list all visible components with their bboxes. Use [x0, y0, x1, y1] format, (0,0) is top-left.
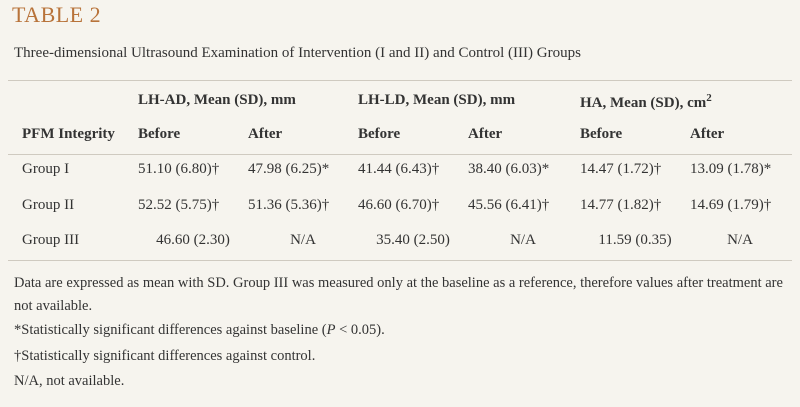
- footnote-text: < 0.05).: [335, 322, 385, 338]
- cell: 47.98 (6.25)*: [248, 161, 330, 177]
- cell: N/A: [290, 232, 316, 248]
- column-header: After: [690, 126, 725, 142]
- header-group-text: HA, Mean (SD), cm: [580, 95, 707, 111]
- footnote-italic: P: [326, 322, 336, 338]
- row-label: Group II: [22, 197, 75, 213]
- table-title: TABLE 2: [12, 2, 102, 27]
- cell: 38.40 (6.03)*: [468, 161, 550, 177]
- column-header: After: [468, 126, 503, 142]
- rule: [8, 154, 792, 155]
- rule: [8, 260, 792, 261]
- column-header: Before: [580, 126, 623, 142]
- cell: N/A: [510, 232, 536, 248]
- cell: 35.40 (2.50): [376, 232, 450, 248]
- table-caption: Three-dimensional Ultrasound Examination…: [14, 45, 581, 61]
- header-group: LH-AD, Mean (SD), mm: [138, 92, 296, 109]
- header-group: LH-LD, Mean (SD), mm: [358, 92, 515, 109]
- cell: 51.36 (5.36)†: [248, 197, 330, 213]
- column-header: Before: [138, 126, 181, 142]
- superscript: 2: [706, 92, 712, 104]
- row-label: Group I: [22, 161, 70, 177]
- cell: 11.59 (0.35): [598, 232, 672, 248]
- column-header: Before: [358, 126, 401, 142]
- rule: [8, 80, 792, 81]
- footnote: †Statistically significant differences a…: [14, 348, 316, 364]
- footnote: N/A, not available.: [14, 373, 125, 389]
- header-group-text: LH-LD, Mean (SD), mm: [358, 92, 516, 108]
- cell: 14.69 (1.79)†: [690, 197, 772, 213]
- cell: 41.44 (6.43)†: [358, 161, 440, 177]
- cell: 51.10 (6.80)†: [138, 161, 220, 177]
- header-group-text: LH-AD, Mean (SD), mm: [138, 92, 296, 108]
- cell: 52.52 (5.75)†: [138, 197, 220, 213]
- cell: 45.56 (6.41)†: [468, 197, 550, 213]
- footnote: *Statistically significant differences a…: [14, 322, 385, 339]
- footnote: Data are expressed as mean with SD. Grou…: [14, 275, 783, 314]
- cell: 46.60 (6.70)†: [358, 197, 440, 213]
- cell: 14.47 (1.72)†: [580, 161, 662, 177]
- cell: 13.09 (1.78)*: [690, 161, 772, 177]
- cell: 46.60 (2.30): [156, 232, 230, 248]
- cell: 14.77 (1.82)†: [580, 197, 662, 213]
- column-header: After: [248, 126, 283, 142]
- row-label: Group III: [22, 232, 80, 248]
- footnote-text: *Statistically significant differences a…: [14, 322, 327, 338]
- header-group: HA, Mean (SD), cm2: [580, 92, 712, 112]
- column-header: PFM Integrity: [22, 126, 115, 142]
- cell: N/A: [727, 232, 753, 248]
